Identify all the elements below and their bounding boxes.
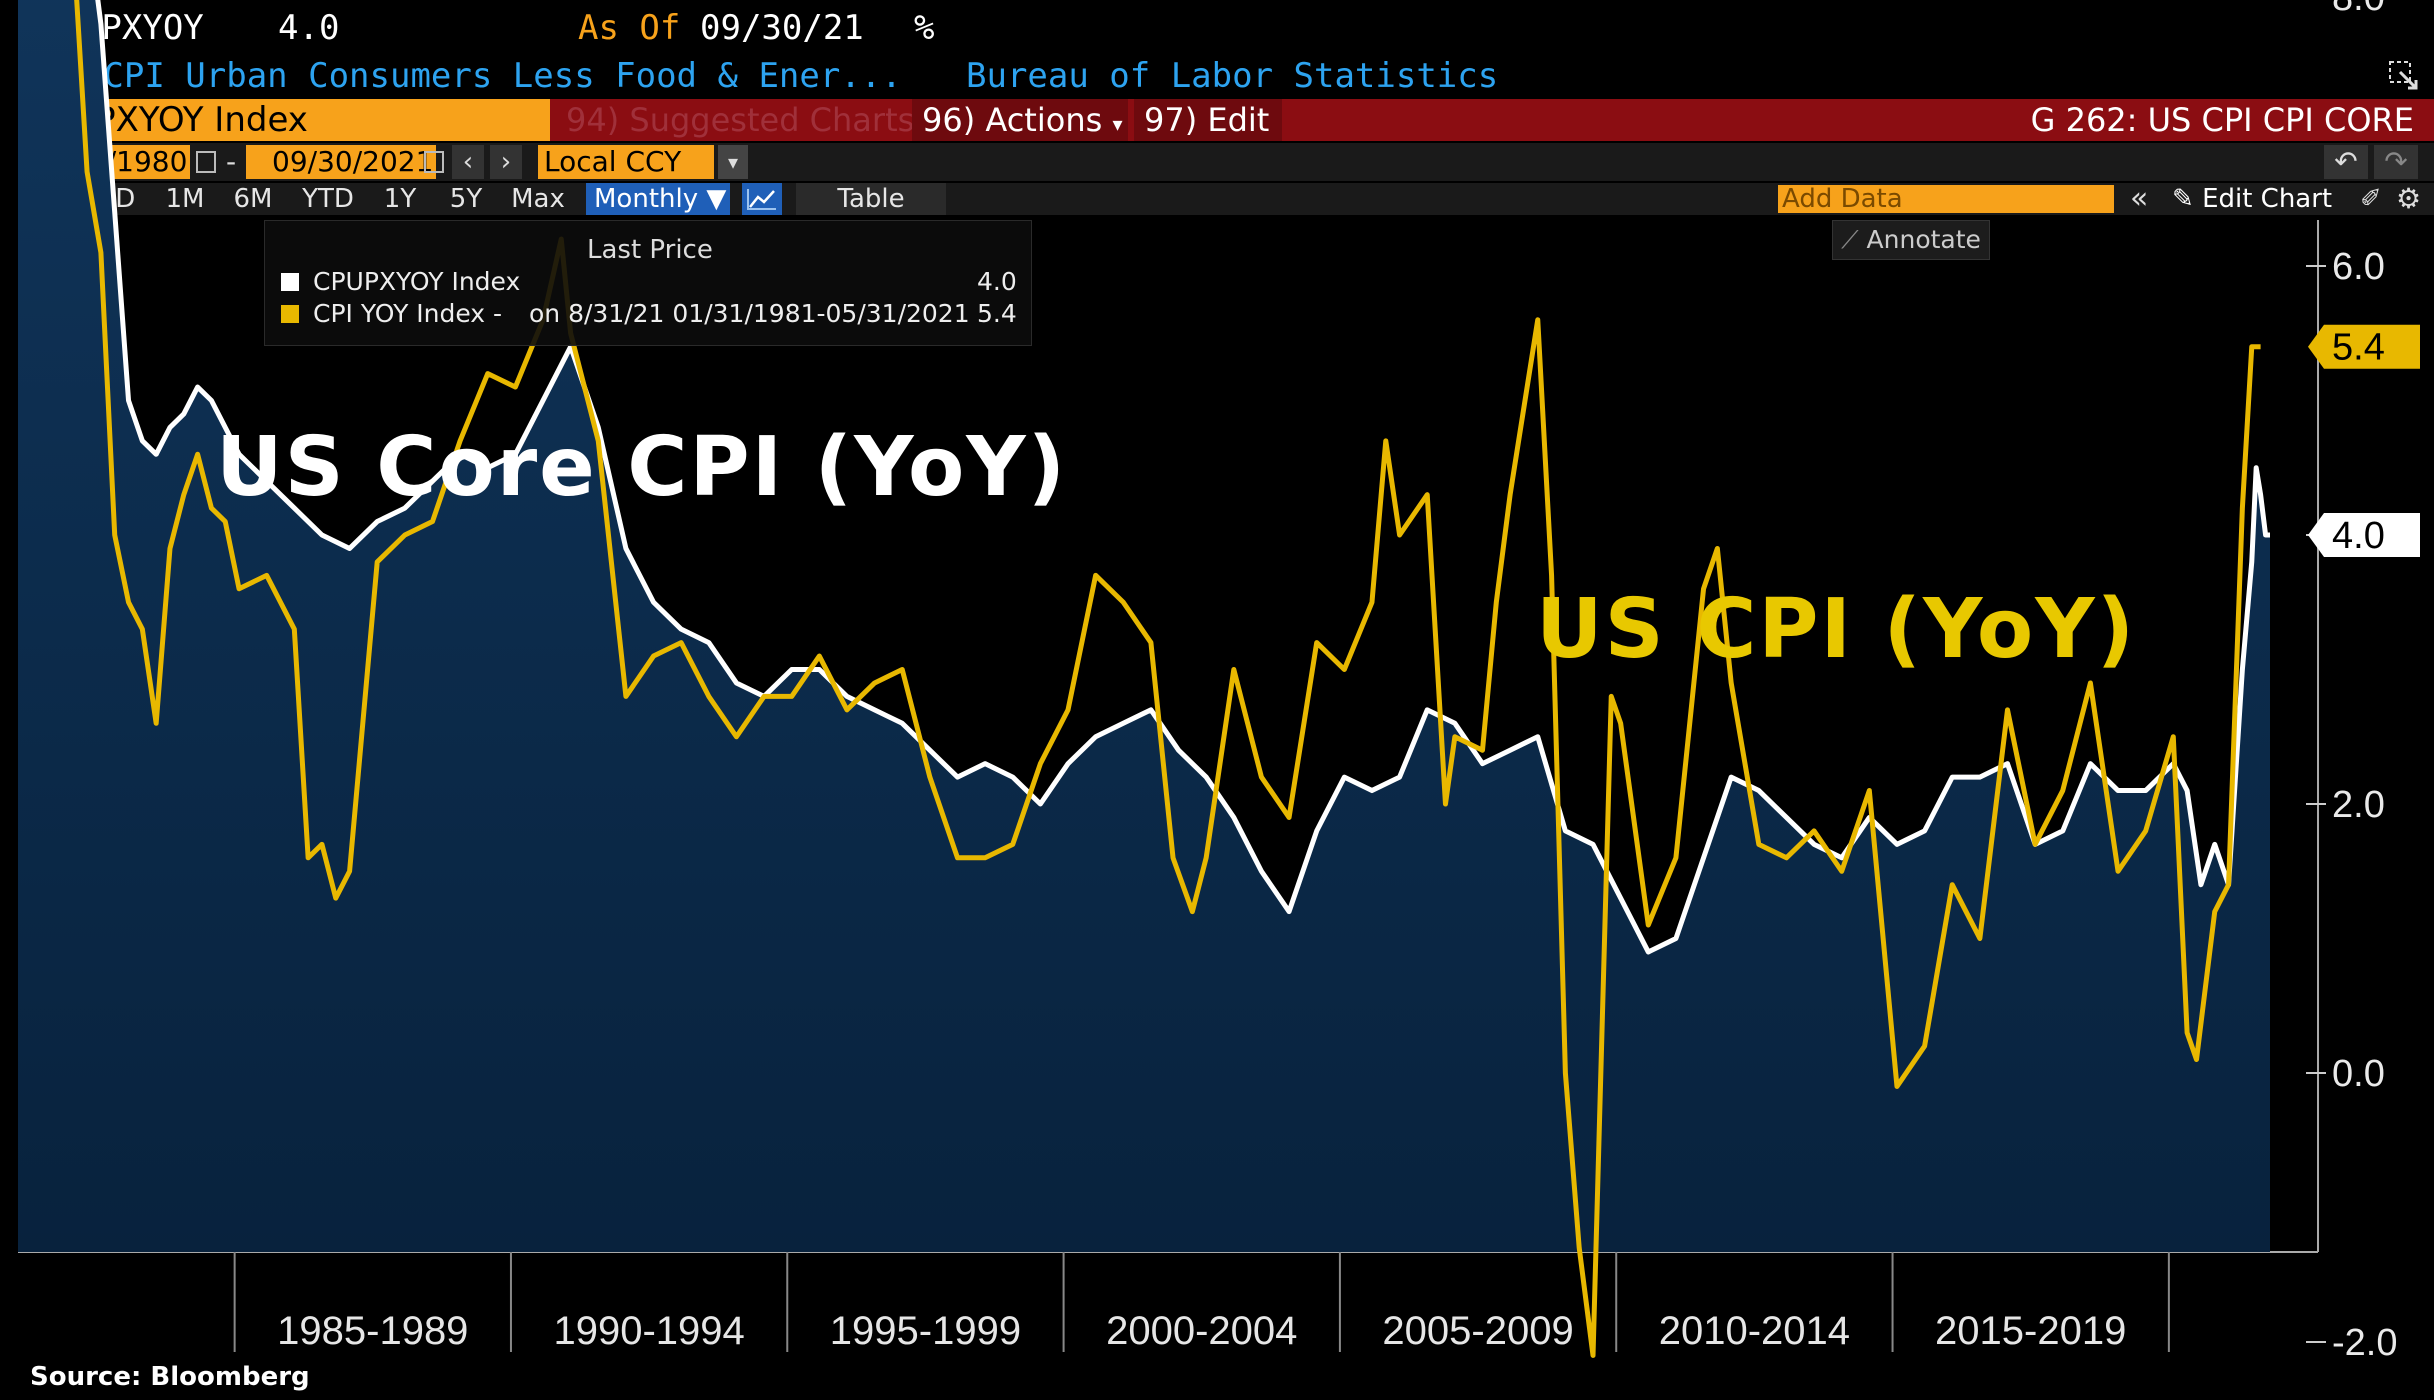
- actions-label: 96) Actions: [922, 101, 1103, 139]
- calendar-icon[interactable]: [196, 151, 216, 173]
- legend-swatch-core: [281, 273, 299, 291]
- currency-value: Local CCY: [544, 145, 682, 178]
- frequency-value: Monthly: [594, 184, 699, 214]
- last-value: 4.0: [278, 8, 340, 48]
- x-tick-label: 2000-2004: [1106, 1309, 1297, 1353]
- next-period-button[interactable]: ›: [490, 145, 522, 179]
- annotate-label: Annotate: [1866, 225, 1981, 254]
- legend-value-core: 4.0: [977, 267, 1017, 296]
- draw-icon[interactable]: ✐: [2360, 184, 2382, 214]
- edit-chart-button[interactable]: ✎ Edit Chart: [2172, 183, 2332, 215]
- y-tick-label: 6.0: [2332, 246, 2385, 288]
- chevron-left-icon: ‹: [462, 147, 474, 177]
- as-of-date: 09/30/21: [700, 8, 864, 48]
- gear-icon[interactable]: ⚙: [2396, 182, 2422, 215]
- source-note: Source: Bloomberg: [30, 1362, 310, 1392]
- period-1y[interactable]: 1Y: [383, 184, 417, 214]
- prev-period-button[interactable]: ‹: [452, 145, 484, 179]
- chevron-down-icon: ▾: [1112, 112, 1123, 136]
- end-date-input[interactable]: 09/30/2021: [246, 145, 436, 179]
- add-data-input[interactable]: Add Data: [1778, 185, 2114, 213]
- x-tick-label: 1990-1994: [553, 1309, 744, 1353]
- cpi-annotation: US CPI (YoY): [1536, 582, 2137, 677]
- cpi-last-value-tag: [2308, 324, 2420, 369]
- redo-icon[interactable]: ↷: [2374, 145, 2418, 179]
- undo-icon[interactable]: ↶: [2324, 145, 2368, 179]
- x-tick-label: 2015-2019: [1935, 1309, 2126, 1353]
- edit-chart-label: Edit Chart: [2202, 184, 2333, 214]
- x-tick-label: 1995-1999: [830, 1309, 1021, 1353]
- calendar-icon[interactable]: [424, 151, 444, 173]
- actions-button[interactable]: 96) Actions ▾: [912, 99, 1128, 141]
- period-max[interactable]: Max: [511, 184, 565, 214]
- security-description: US CPI Urban Consumers Less Food & Ener.…: [42, 56, 902, 96]
- date-range-bar: 12/31/1980 - 09/30/2021 ‹ › Local CCY ▾ …: [20, 143, 2434, 181]
- suggested-charts-button[interactable]: 94) Suggested Charts: [566, 101, 915, 139]
- pencil-icon: ⟋: [1841, 225, 1859, 254]
- y-tick-label: 2.0: [2332, 784, 2385, 826]
- edit-label: 97) Edit: [1144, 101, 1270, 139]
- y-tick-label: 8.0: [2332, 0, 2385, 19]
- frequency-select[interactable]: Monthly ▼: [586, 183, 730, 215]
- page-title: G 262: US CPI CPI CORE: [2030, 101, 2414, 139]
- edit-button[interactable]: 97) Edit ▾: [1134, 99, 1282, 178]
- legend-title: Last Price: [587, 235, 713, 265]
- legend-name-core: CPUPXYOY Index: [313, 267, 521, 296]
- annotate-button[interactable]: ⟋ Annotate: [1832, 220, 1990, 260]
- cpi-last-value-label: 5.4: [2332, 327, 2385, 369]
- legend-value-cpi: 5.4: [977, 299, 1017, 328]
- legend-extra-cpi: on 8/31/21 01/31/1981-05/31/2021: [529, 299, 970, 328]
- pencil-icon: ✎: [2172, 184, 2194, 214]
- period-bar: 1D 3D 1M 6M YTD 1Y 5Y Max Monthly ▼ Tabl…: [20, 183, 2434, 215]
- period-1m[interactable]: 1M: [165, 184, 205, 214]
- x-tick-label: 2010-2014: [1659, 1309, 1850, 1353]
- y-tick-label: 0.0: [2332, 1053, 2385, 1095]
- chevron-down-icon[interactable]: ▾: [718, 145, 748, 179]
- date-separator: -: [226, 145, 237, 178]
- chevron-right-icon: ›: [500, 147, 512, 177]
- legend-swatch-cpi: [281, 305, 299, 323]
- command-bar: CPUPXYOY Index 94) Suggested Charts 96) …: [20, 99, 2434, 178]
- table-button[interactable]: Table: [796, 183, 946, 215]
- period-6m[interactable]: 6M: [233, 184, 273, 214]
- unit-label: %: [914, 8, 935, 48]
- collapse-icon[interactable]: «: [2130, 181, 2149, 216]
- data-source: Bureau of Labor Statistics: [966, 56, 1499, 96]
- chevron-down-icon: ▼: [706, 184, 727, 214]
- core-last-value-tag: [2308, 513, 2420, 557]
- period-5y[interactable]: 5Y: [449, 184, 483, 214]
- as-of-label: As Of: [578, 8, 681, 48]
- core-cpi-area: [18, 0, 2270, 1252]
- legend-box: Last Price CPUPXYOY Index 4.0 CPI YOY In…: [264, 220, 1032, 346]
- y-tick-label: -2.0: [2332, 1322, 2397, 1364]
- description-row: US CPI Urban Consumers Less Food & Ener.…: [0, 56, 2434, 96]
- core-last-value-label: 4.0: [2332, 515, 2385, 557]
- x-tick-label: 2005-2009: [1382, 1309, 1573, 1353]
- legend-name-cpi: CPI YOY Index -: [313, 299, 503, 328]
- line-chart-icon[interactable]: [742, 183, 782, 215]
- core-cpi-annotation: US Core CPI (YoY): [216, 420, 1068, 515]
- cpi-line: [74, 0, 2261, 1358]
- x-tick-label: 1985-1989: [277, 1309, 468, 1353]
- currency-select[interactable]: Local CCY: [538, 145, 714, 179]
- popout-icon[interactable]: [2388, 60, 2418, 90]
- period-ytd[interactable]: YTD: [302, 184, 354, 214]
